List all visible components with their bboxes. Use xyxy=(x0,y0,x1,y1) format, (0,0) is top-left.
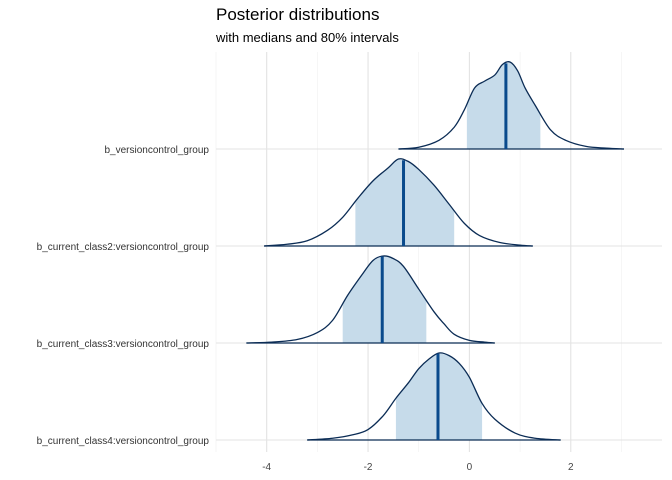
ridges xyxy=(246,61,625,441)
y-axis: b_versioncontrol_group b_current_class2:v… xyxy=(37,145,210,447)
chart-subtitle: with medians and 80% intervals xyxy=(216,30,399,45)
x-axis: -4 -2 0 2 xyxy=(262,462,574,473)
y-tick-label: b_current_class4:versioncontrol_group xyxy=(37,436,210,447)
y-tick-label: b_current_class2:versioncontrol_group xyxy=(37,242,210,253)
x-tick-label: 0 xyxy=(467,462,473,473)
interval-80-fill xyxy=(466,62,541,150)
y-tick-label: b_versioncontrol_group xyxy=(104,145,209,156)
interval-80-fill xyxy=(342,256,427,343)
ridge-b_current_class3:versioncontrol_group xyxy=(246,255,495,344)
density-curve xyxy=(307,352,561,441)
x-tick-label: 2 xyxy=(568,462,574,473)
ridge-b_versioncontrol_group xyxy=(398,61,625,150)
x-tick-label: -2 xyxy=(364,462,373,473)
density-curve xyxy=(264,158,533,247)
y-tick-label: b_current_class3:versioncontrol_group xyxy=(37,339,210,350)
density-curve xyxy=(398,61,625,150)
chart-title: Posterior distributions xyxy=(216,5,380,24)
ridge-b_current_class4:versioncontrol_group xyxy=(307,352,561,441)
ridge-b_current_class2:versioncontrol_group xyxy=(264,158,533,247)
density-curve xyxy=(246,255,495,344)
x-tick-label: -4 xyxy=(262,462,271,473)
